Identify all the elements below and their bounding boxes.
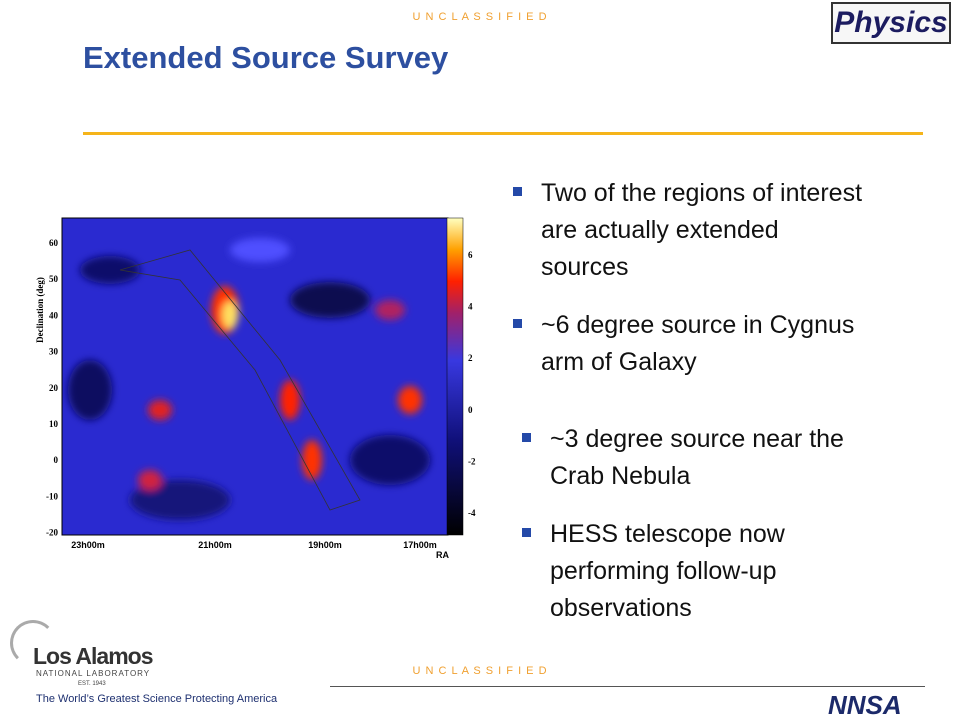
bullets-2: ~3 degree source near the Crab Nebula HE… bbox=[522, 421, 870, 648]
classification: U N C L A S S I F I E D bbox=[412, 665, 548, 677]
org: Los Alamos bbox=[33, 643, 154, 669]
bullet: HESS telescope now performing follow-up … bbox=[522, 516, 870, 627]
colorbar-tick-label: -2 bbox=[468, 456, 476, 466]
y-tick-label: 0 bbox=[54, 455, 59, 465]
y-tick-label: 50 bbox=[49, 274, 59, 284]
map-features bbox=[68, 238, 430, 520]
tagline: The World’s Greatest Science Protecting … bbox=[36, 693, 278, 705]
x-axis-label: RA bbox=[436, 550, 449, 560]
bullets-1: Two of the regions of interest are actua… bbox=[513, 175, 871, 402]
title: Extended Source Survey bbox=[83, 40, 449, 75]
x-tick-label: 17h00m bbox=[403, 540, 437, 550]
colorbar-tick-label: 6 bbox=[468, 250, 473, 260]
x-tick-label: 21h00m bbox=[198, 540, 232, 550]
org-sub: NATIONAL LABORATORY bbox=[36, 669, 151, 678]
colorbar-tick-label: 2 bbox=[468, 353, 473, 363]
y-axis-label: Declination (deg) bbox=[35, 277, 45, 343]
classification: U N C L A S S I F I E D bbox=[412, 11, 548, 23]
bullet: ~6 degree source in Cygnus arm of Galaxy bbox=[513, 307, 871, 381]
y-tick-label: 20 bbox=[49, 383, 59, 393]
x-tick-label: 23h00m bbox=[71, 540, 105, 550]
nnsa-logo: NNSA bbox=[828, 690, 902, 720]
divider bbox=[83, 132, 923, 135]
bullet: ~3 degree source near the Crab Nebula bbox=[522, 421, 870, 495]
physics-logo: Physics bbox=[831, 2, 951, 44]
y-tick-label: 10 bbox=[49, 419, 59, 429]
colorbar bbox=[446, 217, 464, 536]
colorbar-tick-label: 4 bbox=[468, 302, 473, 312]
y-tick-label: 60 bbox=[49, 238, 59, 248]
bullet: Two of the regions of interest are actua… bbox=[513, 175, 871, 286]
lanl-swoosh bbox=[10, 620, 56, 666]
colorbar-tick-label: -4 bbox=[468, 508, 476, 518]
est: EST. 1943 bbox=[78, 681, 106, 687]
footer-line bbox=[330, 686, 925, 687]
y-tick-label: 30 bbox=[49, 347, 59, 357]
y-tick-label: -10 bbox=[46, 491, 58, 501]
colorbar-tick-label: 0 bbox=[468, 405, 473, 415]
y-tick-label: 40 bbox=[49, 310, 59, 320]
x-tick-label: 19h00m bbox=[308, 540, 342, 550]
y-tick-label: -20 bbox=[46, 528, 58, 538]
